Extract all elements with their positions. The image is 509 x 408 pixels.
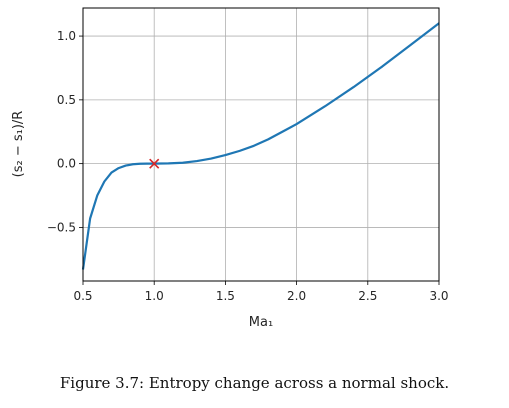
marker-stroke bbox=[149, 158, 160, 169]
x-tick-label: 2.5 bbox=[358, 289, 377, 303]
y-tick-label: 0.5 bbox=[57, 93, 76, 107]
x-tick-label: 1.5 bbox=[216, 289, 235, 303]
series-layer bbox=[81, 22, 440, 270]
y-tick-label: 1.0 bbox=[57, 29, 76, 43]
grid bbox=[82, 8, 440, 281]
x-axis-label: Ma₁ bbox=[249, 315, 273, 330]
x-tick-label: 1.0 bbox=[145, 289, 164, 303]
x-tick-label: 3.0 bbox=[429, 289, 448, 303]
chart: 0.5 1.0 1.5 2.0 2.5 3.0 −0.5 0.0 0.5 1.0 Ma₁ (s₂… bbox=[11, 7, 449, 330]
plot-frame bbox=[82, 7, 440, 282]
y-tick-label: −0.5 bbox=[47, 220, 76, 234]
figure-caption: Figure 3.7: Entropy change across a norm… bbox=[59, 374, 450, 392]
x-tick-label: 0.5 bbox=[73, 289, 92, 303]
y-tick-label: 0.0 bbox=[57, 157, 76, 171]
y-axis-label: (s₂ − s₁)/R bbox=[11, 111, 26, 178]
entropy-line bbox=[81, 22, 440, 270]
x-tick-label: 2.0 bbox=[287, 289, 306, 303]
y-axis: −0.5 0.0 0.5 1.0 bbox=[47, 29, 83, 234]
x-axis: 0.5 1.0 1.5 2.0 2.5 3.0 bbox=[73, 281, 449, 303]
critical-point-marker bbox=[149, 158, 160, 169]
